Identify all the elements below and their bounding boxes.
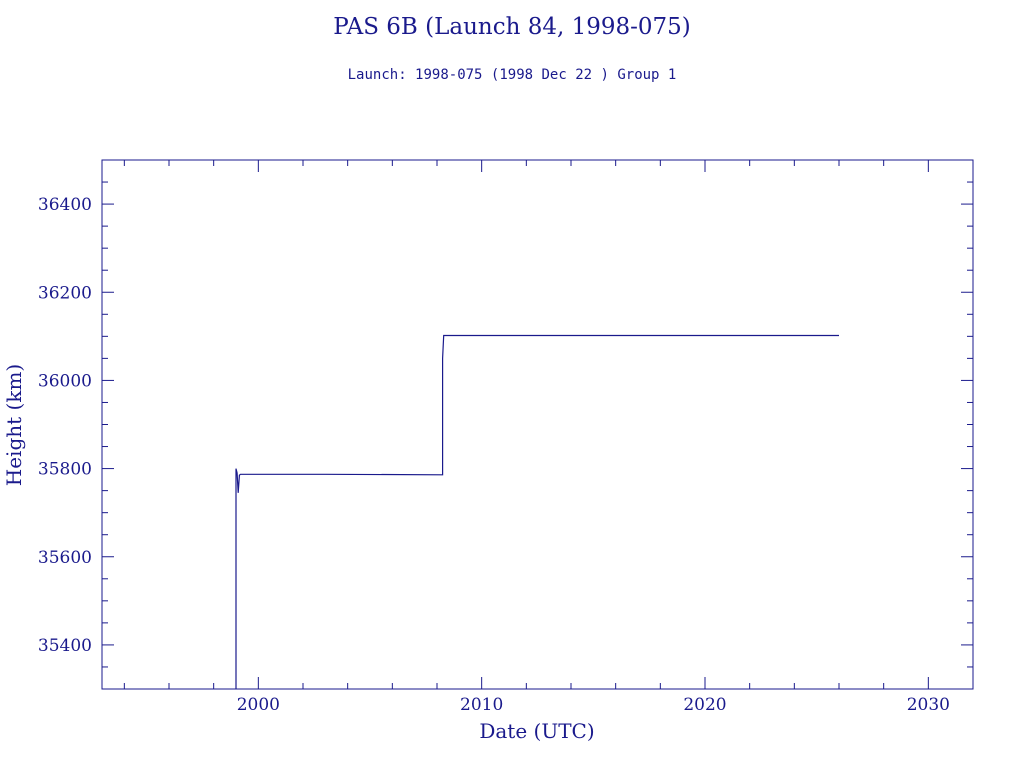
y-tick-label: 35800 (38, 460, 92, 480)
x-tick-label: 2030 (907, 695, 950, 715)
axis-ticks (102, 159, 974, 690)
plot-frame (101, 159, 974, 690)
y-tick-label: 36400 (38, 195, 92, 215)
chart-title: PAS 6B (Launch 84, 1998-075) (333, 14, 691, 40)
y-tick-label: 35600 (38, 548, 92, 568)
y-tick-label: 36200 (38, 283, 92, 303)
x-tick-label: 2000 (237, 695, 280, 715)
x-tick-label: 2010 (460, 695, 503, 715)
x-axis-label: Date (UTC) (479, 719, 594, 743)
x-tick-label: 2020 (683, 695, 726, 715)
series-line (235, 334, 839, 689)
y-tick-label: 36000 (38, 371, 92, 391)
y-axis-label: Height (km) (2, 364, 26, 486)
tick-labels: 35400 35600 35800 36000 36200 36400 2000 2010 20… (38, 195, 950, 715)
series-group (235, 334, 839, 689)
y-tick-label: 35400 (38, 636, 92, 656)
chart-subtitle: Launch: 1998-075 (1998 Dec 22 ) Group 1 (347, 67, 677, 83)
